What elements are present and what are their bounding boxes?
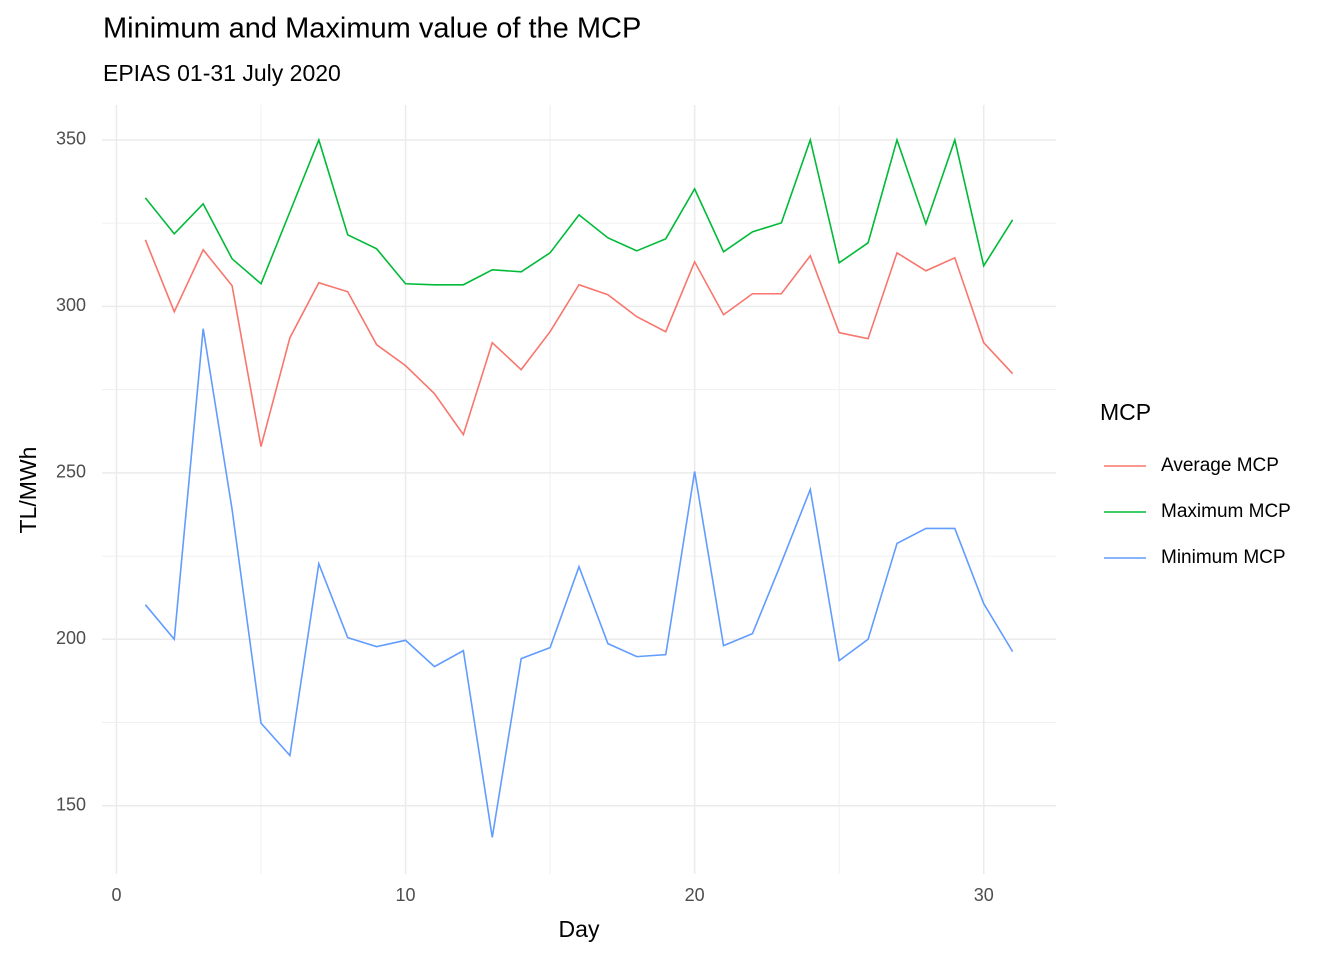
y-tick-label: 200 [56,628,86,648]
legend-label: Minimum MCP [1161,547,1286,568]
x-tick-label: 30 [974,885,994,905]
y-tick-label: 300 [56,295,86,315]
x-axis-title: Day [559,916,600,942]
x-tick-label: 10 [396,885,416,905]
series-line [144,239,1014,447]
y-tick-label: 350 [56,129,86,149]
legend-label: Average MCP [1161,455,1279,476]
y-axis-title: TL/MWh [15,447,41,534]
series-line [144,137,1014,286]
lines [144,137,1014,838]
legend-label: Maximum MCP [1161,501,1291,522]
y-tick-label: 250 [56,462,86,482]
grid [102,105,1056,874]
y-tick-label: 150 [56,795,86,815]
x-tick-label: 0 [111,885,121,905]
chart-title: Minimum and Maximum value of the MCP [103,13,641,45]
legend-title: MCP [1100,399,1151,425]
chart-subtitle: EPIAS 01-31 July 2020 [103,60,341,86]
series-line [144,328,1014,838]
x-tick-label: 20 [685,885,705,905]
